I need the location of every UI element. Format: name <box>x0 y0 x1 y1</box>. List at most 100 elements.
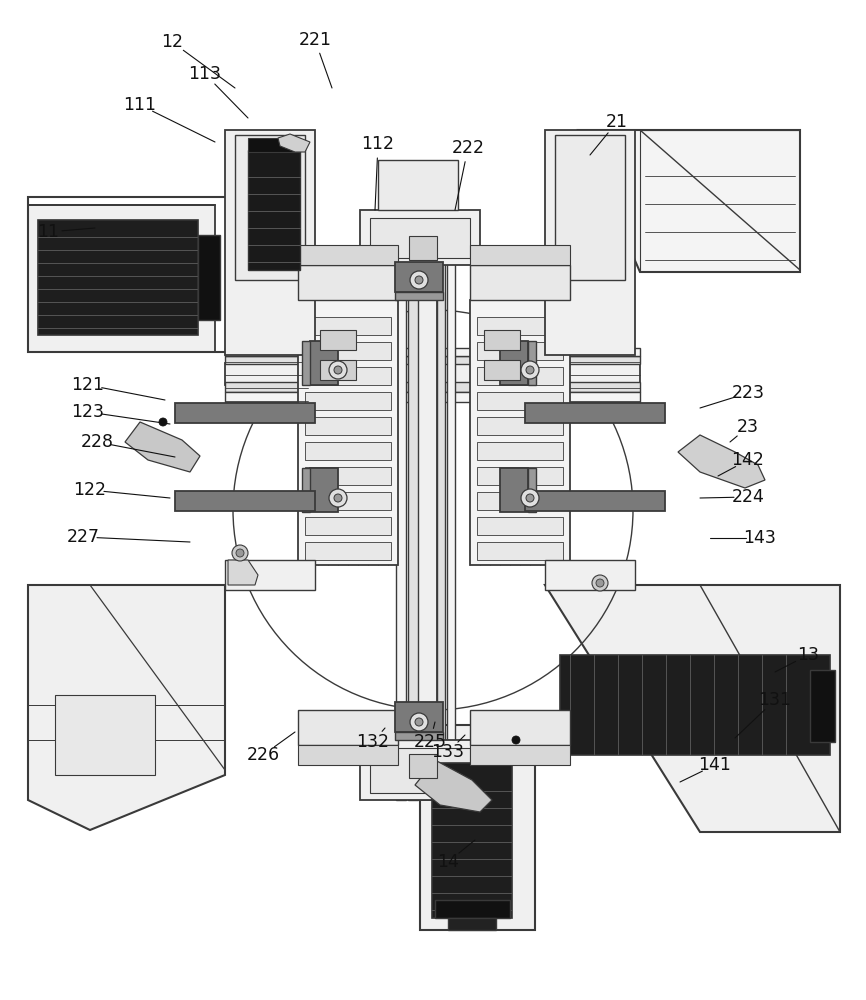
Circle shape <box>526 494 534 502</box>
Bar <box>525 491 665 511</box>
Polygon shape <box>28 585 225 830</box>
Circle shape <box>334 494 342 502</box>
Bar <box>302 341 310 385</box>
Bar <box>477 542 563 560</box>
Bar <box>298 710 398 745</box>
Bar <box>545 130 635 355</box>
Text: 143: 143 <box>744 529 777 547</box>
Polygon shape <box>545 585 840 832</box>
Bar <box>408 210 418 800</box>
Bar <box>305 392 391 410</box>
Text: 111: 111 <box>124 96 157 114</box>
Bar <box>175 403 315 423</box>
Bar <box>477 492 563 510</box>
Circle shape <box>334 366 342 374</box>
Bar <box>305 517 391 535</box>
Circle shape <box>526 366 534 374</box>
Bar <box>248 150 300 270</box>
Bar <box>305 342 391 360</box>
Bar <box>447 210 455 800</box>
Bar <box>360 740 480 800</box>
Text: 227: 227 <box>67 528 100 546</box>
Bar <box>198 235 220 320</box>
Bar <box>225 356 640 364</box>
Bar <box>415 210 437 800</box>
Text: 222: 222 <box>451 139 484 157</box>
Bar <box>395 732 443 740</box>
Bar <box>477 342 563 360</box>
Polygon shape <box>678 435 765 488</box>
Bar <box>310 341 338 385</box>
Text: 223: 223 <box>732 384 765 402</box>
Polygon shape <box>578 130 800 272</box>
Bar <box>477 392 563 410</box>
Polygon shape <box>278 134 310 152</box>
Text: 122: 122 <box>74 481 107 499</box>
Text: 221: 221 <box>299 31 332 49</box>
Circle shape <box>236 549 244 557</box>
Bar <box>484 360 520 380</box>
Polygon shape <box>125 422 200 472</box>
Text: 11: 11 <box>37 223 59 241</box>
Bar <box>396 210 406 800</box>
Circle shape <box>521 361 539 379</box>
Bar <box>378 160 458 210</box>
Bar <box>225 382 640 392</box>
Bar <box>477 517 563 535</box>
Bar <box>320 330 356 350</box>
Bar <box>370 748 470 793</box>
Bar <box>235 135 305 280</box>
Circle shape <box>329 489 347 507</box>
Bar <box>477 442 563 460</box>
Bar <box>305 317 391 335</box>
Bar <box>310 468 338 512</box>
Circle shape <box>596 579 604 587</box>
Bar <box>320 360 356 380</box>
Bar <box>248 138 300 152</box>
Text: 23: 23 <box>737 418 759 436</box>
Bar <box>225 363 640 385</box>
Bar <box>305 492 391 510</box>
Bar <box>437 210 445 800</box>
Bar <box>409 754 437 778</box>
Bar <box>55 695 155 775</box>
Bar <box>298 745 398 765</box>
Polygon shape <box>28 205 215 352</box>
Circle shape <box>521 489 539 507</box>
Bar <box>470 745 570 765</box>
Text: 141: 141 <box>699 756 732 774</box>
Bar <box>420 725 535 930</box>
Text: 14: 14 <box>437 853 459 871</box>
Bar <box>305 417 391 435</box>
Bar <box>395 262 443 292</box>
Text: 113: 113 <box>189 65 222 83</box>
Text: 228: 228 <box>81 433 113 451</box>
Bar <box>395 702 443 732</box>
Bar <box>305 367 391 385</box>
Bar <box>302 468 310 512</box>
Polygon shape <box>228 560 258 585</box>
Circle shape <box>415 276 423 284</box>
Circle shape <box>410 271 428 289</box>
Bar <box>525 403 665 423</box>
Circle shape <box>232 545 248 561</box>
Bar <box>225 392 640 402</box>
Bar <box>470 265 570 300</box>
Bar <box>28 197 243 352</box>
Bar <box>395 292 443 300</box>
Bar <box>305 467 391 485</box>
Text: 131: 131 <box>759 691 792 709</box>
Bar <box>298 300 398 565</box>
Text: 142: 142 <box>732 451 765 469</box>
Bar <box>38 220 198 335</box>
Bar <box>500 468 528 512</box>
Bar <box>305 542 391 560</box>
Bar <box>528 468 536 512</box>
Bar <box>484 330 520 350</box>
Bar <box>545 560 635 590</box>
Circle shape <box>592 575 608 591</box>
Bar <box>477 367 563 385</box>
Bar <box>477 317 563 335</box>
Bar <box>225 348 640 356</box>
Text: 121: 121 <box>72 376 105 394</box>
